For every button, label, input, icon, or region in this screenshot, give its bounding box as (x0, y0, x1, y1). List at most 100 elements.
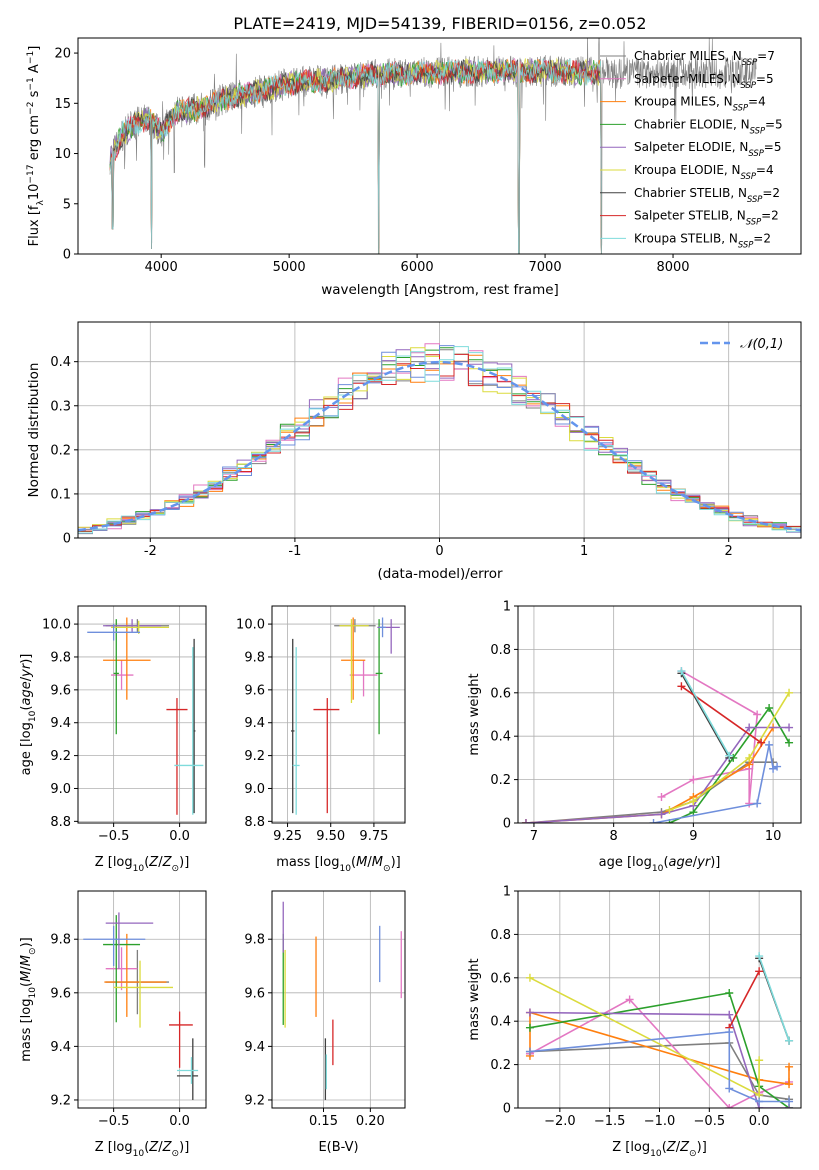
y-tick-label: 0.4 (490, 730, 511, 745)
y-tick-label: 0.4 (50, 355, 71, 370)
x-tick-label: 6000 (401, 260, 434, 275)
y-tick-label: 9.2 (50, 1093, 71, 1108)
y-tick-label: 0.1 (50, 487, 71, 502)
y-tick-label: 0.2 (490, 773, 511, 788)
mass-weight-marker (773, 762, 782, 771)
x-tick-label: 0.15 (309, 1114, 338, 1129)
y-tick-label: 8.8 (50, 815, 71, 830)
mass-weight-line (728, 970, 760, 1029)
mass_vs_Z-panel: −0.5 0.0 9.2 9.4 9.6 9.8 Z [log10(Z/Z⊙)] mass [… (19, 890, 207, 1159)
legend-label: Salpeter STELIB, NSSP=2 (634, 209, 779, 227)
legend-label: Kroupa MILES, NSSP=4 (634, 95, 766, 113)
legend-label: Salpeter ELODIE, NSSP=5 (634, 140, 782, 158)
x-tick-label: 10 (765, 829, 782, 844)
axes-frame (271, 890, 406, 1109)
y-axis-label: mass weight (467, 958, 482, 1040)
y-tick-label: 0.3 (50, 399, 71, 414)
spectrum-panel: 4000 5000 6000 7000 8000 0 5 10 15 20 Chabrier MIL… (26, 37, 802, 298)
model-spectrum-kroupa-stelib (109, 58, 602, 254)
mass-weight-line (669, 706, 790, 823)
x-tick-label: −0.5 (98, 829, 130, 844)
mass-weight-marker (755, 1097, 764, 1106)
x-axis-label: Z [log10(Z/Z⊙)] (612, 1140, 707, 1159)
mass-weight-line (661, 670, 759, 804)
x-axis-label: Z [log10(Z/Z⊙)] (95, 855, 190, 874)
age_vs_mass-panel: 9.25 9.50 9.75 8.8 9.0 9.2 9.4 9.6 9.8 10.0 mass [… (236, 605, 406, 874)
mass-weight-marker (785, 1097, 794, 1106)
mass-weight-marker (525, 1008, 534, 1017)
mass-weight-line (758, 955, 790, 1041)
x-axis-label: mass [log10(M/M⊙)] (276, 855, 400, 874)
x-tick-label: 0.0 (169, 1114, 190, 1129)
mass-weight-marker (525, 973, 534, 982)
mass-weight-line (680, 670, 730, 757)
y-tick-label: 0.4 (490, 1015, 511, 1030)
x-axis-label: (data-model)/error (377, 566, 503, 582)
x-axis-label: age [log10(age/yr)] (599, 855, 721, 874)
x-tick-label: −2.0 (544, 1114, 576, 1129)
mass-weight-line (529, 1011, 789, 1108)
x-tick-label: 0 (435, 544, 443, 559)
y-tick-label: 9.6 (50, 986, 71, 1001)
legend-label: Chabrier ELODIE, NSSP=5 (634, 117, 783, 135)
mass-weight-marker (689, 797, 698, 806)
mass_vs_EBV-plot-area (282, 901, 402, 1100)
mass-weight-marker (677, 682, 686, 691)
y-tick-label: 20 (54, 47, 71, 62)
y-tick-label: 9.6 (50, 683, 71, 698)
y-tick-label: 9.0 (244, 782, 265, 797)
y-tick-label: 9.6 (244, 683, 265, 698)
y-tick-label: 9.8 (50, 650, 71, 665)
legend-label: Kroupa STELIB, NSSP=2 (634, 231, 771, 249)
y-tick-label: 8.8 (244, 815, 265, 830)
x-tick-label: 9 (689, 829, 697, 844)
mass-weight-marker (745, 723, 754, 732)
y-tick-label: 0.8 (490, 643, 511, 658)
y-tick-label: 9.6 (244, 986, 265, 1001)
y-tick-label: 9.2 (244, 749, 265, 764)
mass-weight-marker (745, 753, 754, 762)
mass-weight-marker (725, 1010, 734, 1019)
x-axis-label: wavelength [Angstrom, rest frame] (321, 282, 559, 298)
y-tick-label: 5 (63, 197, 71, 212)
y-tick-label: 10 (54, 147, 71, 162)
x-tick-label: 9.50 (316, 829, 345, 844)
y-tick-label: 0.8 (490, 928, 511, 943)
mass-weight-line (529, 992, 790, 1108)
y-tick-label: 10.0 (236, 618, 265, 633)
mass-weight-line (669, 692, 790, 811)
age_vs_Z-panel: −0.5 0.0 8.8 9.0 9.2 9.4 9.6 9.8 10.0 Z [log10(Z/… (19, 605, 207, 874)
axes-frame (77, 890, 207, 1109)
x-axis-label: E(B-V) (318, 1140, 358, 1155)
x-tick-label: −0.5 (98, 1114, 130, 1129)
y-tick-label: 1 (503, 600, 511, 615)
y-tick-label: 0.2 (490, 1058, 511, 1073)
mass-weight-marker (755, 952, 764, 961)
y-tick-label: 9.2 (244, 1093, 265, 1108)
mass-weight-marker (765, 703, 774, 712)
mass-weight-marker (525, 1047, 534, 1056)
y-tick-label: 10.0 (42, 618, 71, 633)
figure-title: PLATE=2419, MJD=54139, FIBERID=0156, z=0… (233, 14, 646, 33)
y-tick-label: 0 (63, 248, 71, 263)
y-tick-label: 1 (503, 885, 511, 900)
y-tick-label: 9.2 (50, 749, 71, 764)
spectrum-plot-area (109, 38, 757, 254)
mass_vs_Z-plot-area (83, 912, 199, 1100)
x-tick-label: 5000 (273, 260, 306, 275)
mass-weight-line (529, 998, 790, 1108)
mass-weight-marker (785, 723, 794, 732)
mass-weight-marker (785, 738, 794, 747)
x-tick-label: 2 (725, 544, 733, 559)
legend-label: Salpeter MILES, NSSP=5 (634, 72, 774, 90)
y-tick-label: 9.8 (244, 650, 265, 665)
x-tick-label: 0.0 (169, 829, 190, 844)
y-tick-label: 9.8 (50, 933, 71, 948)
mass-weight-marker (725, 1028, 734, 1037)
axes-frame (77, 37, 802, 255)
y-tick-label: 9.8 (244, 933, 265, 948)
age_vs_Z-plot-area (87, 617, 204, 815)
x-tick-label: 8 (610, 829, 618, 844)
